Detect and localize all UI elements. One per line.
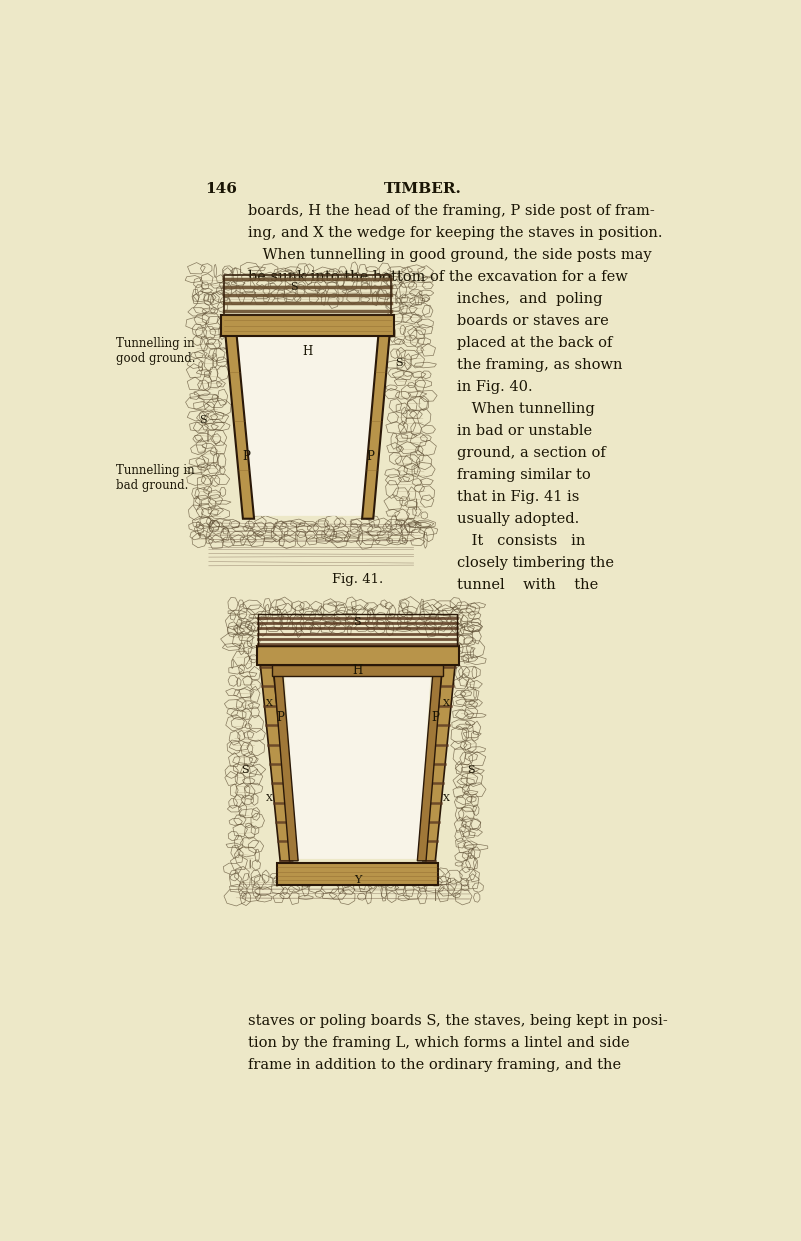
Polygon shape xyxy=(237,320,378,516)
Text: X: X xyxy=(443,699,450,707)
Text: S: S xyxy=(241,764,248,776)
Text: boards, H the head of the framing, P side post of fram-: boards, H the head of the framing, P sid… xyxy=(248,205,654,218)
Polygon shape xyxy=(277,862,438,885)
Text: When tunnelling in good ground, the side posts may: When tunnelling in good ground, the side… xyxy=(248,248,651,262)
Text: usually adopted.: usually adopted. xyxy=(457,513,579,526)
Text: When tunnelling: When tunnelling xyxy=(457,402,595,416)
Text: P: P xyxy=(276,711,284,724)
Text: Tunnelling in
good ground.: Tunnelling in good ground. xyxy=(115,338,195,365)
Text: closely timbering the: closely timbering the xyxy=(457,556,614,570)
Polygon shape xyxy=(256,645,459,665)
Text: in bad or unstable: in bad or unstable xyxy=(457,424,592,438)
Text: Fig. 41.: Fig. 41. xyxy=(332,573,384,586)
Text: framing similar to: framing similar to xyxy=(457,468,591,482)
Text: ground, a section of: ground, a section of xyxy=(457,446,606,460)
Text: ing, and X the wedge for keeping the staves in position.: ing, and X the wedge for keeping the sta… xyxy=(248,226,662,241)
Text: Y: Y xyxy=(354,875,361,885)
Polygon shape xyxy=(284,650,433,859)
Polygon shape xyxy=(272,665,444,676)
Text: tunnel    with    the: tunnel with the xyxy=(457,578,598,592)
Text: the framing, as shown: the framing, as shown xyxy=(457,359,622,372)
Polygon shape xyxy=(224,323,254,519)
Text: Tunnelling in
bad ground.: Tunnelling in bad ground. xyxy=(115,464,195,493)
Text: X: X xyxy=(443,794,450,803)
Text: TIMBER.: TIMBER. xyxy=(384,182,462,196)
Text: inches,  and  poling: inches, and poling xyxy=(457,293,602,307)
Text: be sunk into the bottom of the excavation for a few: be sunk into the bottom of the excavatio… xyxy=(248,271,628,284)
Text: S: S xyxy=(290,283,298,293)
Text: P: P xyxy=(242,450,250,463)
Text: that in Fig. 41 is: that in Fig. 41 is xyxy=(457,490,579,504)
Text: P: P xyxy=(432,711,439,724)
Text: X: X xyxy=(265,794,272,803)
Text: It   consists   in: It consists in xyxy=(457,534,586,549)
Polygon shape xyxy=(362,323,391,519)
Text: X: X xyxy=(265,699,272,707)
Text: H: H xyxy=(352,664,363,678)
Polygon shape xyxy=(272,650,298,861)
Polygon shape xyxy=(259,645,292,861)
Text: P: P xyxy=(366,450,374,463)
Text: in Fig. 40.: in Fig. 40. xyxy=(457,380,533,395)
Polygon shape xyxy=(423,645,457,861)
Text: placed at the back of: placed at the back of xyxy=(457,336,613,350)
Text: Fig. 40.: Fig. 40. xyxy=(276,331,328,345)
Text: S: S xyxy=(352,617,360,627)
Text: S: S xyxy=(199,416,207,426)
Polygon shape xyxy=(417,650,444,861)
Text: boards or staves are: boards or staves are xyxy=(457,314,609,328)
Text: S: S xyxy=(395,357,403,369)
Text: tion by the framing L, which forms a lintel and side: tion by the framing L, which forms a lin… xyxy=(248,1036,630,1050)
Text: 146: 146 xyxy=(205,182,237,196)
Text: staves or poling boards S, the staves, being kept in posi-: staves or poling boards S, the staves, b… xyxy=(248,1014,667,1028)
Text: frame in addition to the ordinary framing, and the: frame in addition to the ordinary framin… xyxy=(248,1057,621,1072)
Polygon shape xyxy=(221,315,394,336)
Text: H: H xyxy=(302,345,312,357)
Text: S: S xyxy=(467,764,474,776)
